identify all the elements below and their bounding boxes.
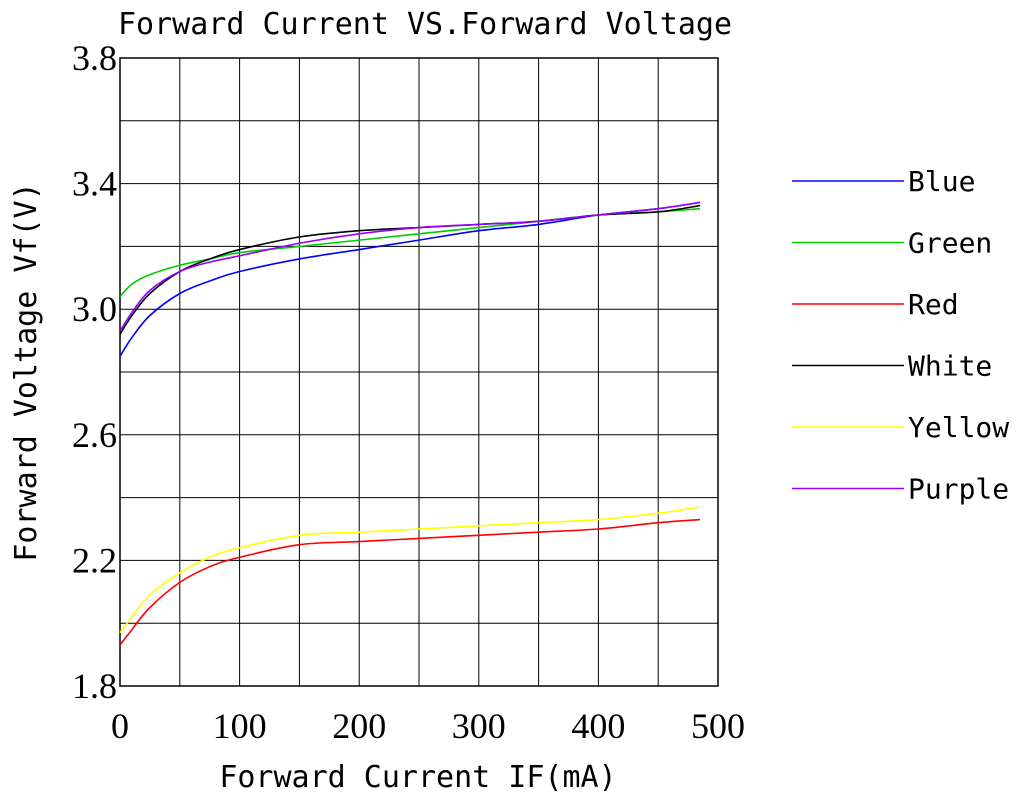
series-line-purple [119, 201, 701, 332]
legend: Blue Green Red White Yellow Purple [792, 165, 1009, 506]
x-axis: 0 100 200 300 400 500 [111, 706, 745, 746]
series-lines [119, 201, 701, 646]
chart-title: Forward Current VS.Forward Voltage [118, 7, 732, 42]
legend-label: Blue [908, 165, 975, 198]
y-tick-label: 2.6 [72, 415, 117, 455]
x-tick-label: 300 [452, 706, 506, 746]
plot-frame [119, 57, 719, 687]
x-tick-label: 100 [213, 706, 267, 746]
x-tick-label: 200 [332, 706, 386, 746]
y-axis: 1.8 2.2 2.6 3.0 3.4 3.8 [72, 38, 117, 706]
y-tick-label: 3.8 [72, 38, 117, 78]
x-tick-label: 0 [111, 706, 129, 746]
legend-label: Purple [908, 473, 1009, 506]
legend-label: Green [908, 227, 992, 260]
series-line-white [119, 204, 701, 335]
x-tick-label: 500 [691, 706, 745, 746]
y-tick-label: 1.8 [72, 666, 117, 706]
y-tick-label: 3.0 [72, 289, 117, 329]
y-axis-label: Forward Voltage Vf(V) [9, 182, 44, 561]
legend-label: White [908, 350, 992, 383]
legend-label: Red [908, 288, 959, 321]
series-line-red [119, 518, 701, 646]
series-line-blue [119, 201, 701, 357]
y-tick-label: 2.2 [72, 540, 117, 580]
x-tick-label: 400 [571, 706, 625, 746]
y-tick-label: 3.4 [72, 164, 117, 204]
series-line-yellow [119, 506, 701, 634]
series-line-green [119, 207, 701, 298]
legend-label: Yellow [908, 411, 1009, 444]
grid [120, 58, 718, 686]
x-axis-label: Forward Current IF(mA) [219, 760, 616, 794]
